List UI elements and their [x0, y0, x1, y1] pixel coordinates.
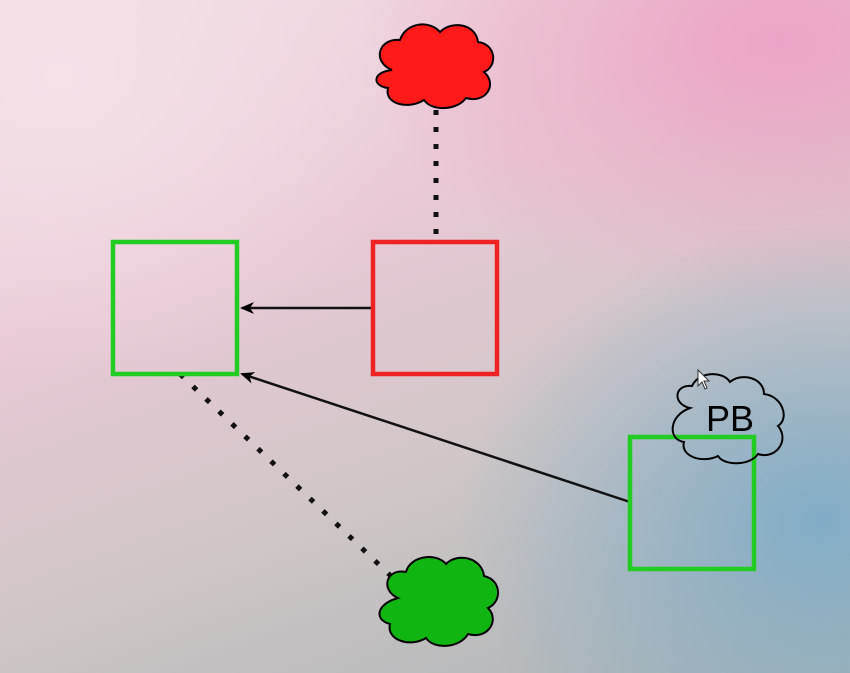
left-box	[110, 239, 240, 377]
edge-left-box-to-green-cloud	[178, 372, 397, 582]
mouse-cursor-icon	[697, 368, 711, 390]
pb-cloud-label: PB	[706, 398, 754, 439]
green-cloud	[378, 556, 499, 647]
middle-box	[370, 239, 500, 377]
red-cloud	[375, 23, 494, 109]
right-box	[627, 434, 757, 572]
edge-right-box-to-left-box	[240, 372, 631, 504]
